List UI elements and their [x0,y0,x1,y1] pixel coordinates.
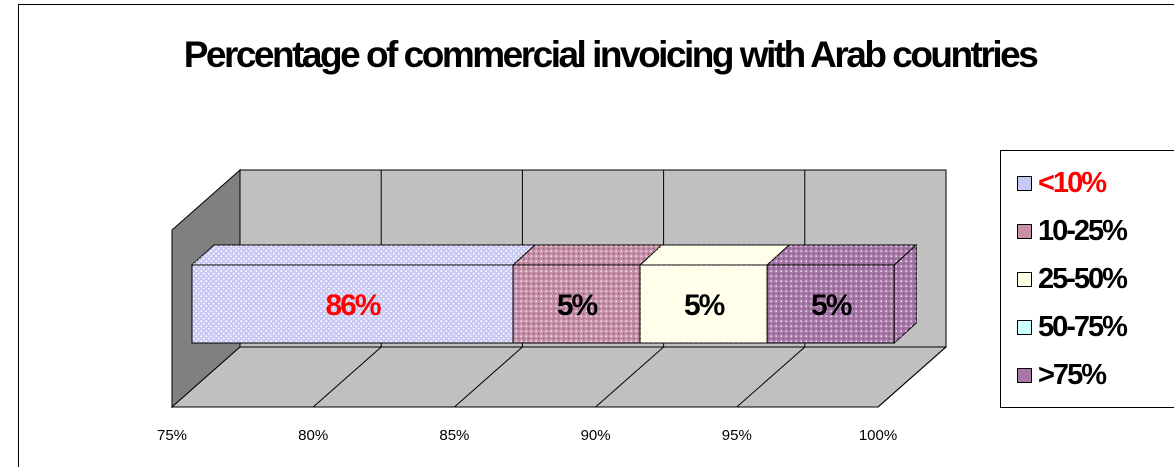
x-tick-label: 75% [157,427,187,444]
chart-legend: <10% 10-25% 25-50% 50-75% >75% [1000,150,1174,408]
legend-label: 50-75% [1038,310,1128,343]
legend-swatch [1017,223,1032,239]
data-label: 86% [325,289,380,322]
legend-swatch [1017,367,1032,383]
legend-swatch [1017,271,1032,287]
floor-gridline [736,346,806,408]
bar-segment-pattern [640,265,768,343]
floor-gridline [312,346,382,408]
bar-segment-pattern [513,265,641,343]
x-tick-label: 80% [298,427,328,444]
legend-item: 10-25% [1017,211,1128,251]
data-label: 5% [811,289,852,322]
floor-gridline [454,346,523,408]
data-label: 5% [684,289,725,322]
bar-top-pattern [513,245,663,265]
floor-gridline [595,346,664,408]
bar-segment-pattern [192,265,513,343]
data-label: 5% [557,289,598,322]
chart-frame [18,4,1174,467]
x-tick-label: 100% [859,427,897,444]
legend-item: 50-75% [1017,307,1128,347]
legend-label: 10-25% [1038,214,1128,247]
legend-item: 25-50% [1017,259,1128,299]
legend-label: >75% [1038,358,1107,391]
x-tick-label: 95% [722,427,752,444]
legend-label: <10% [1038,166,1107,199]
bar-end-pattern [894,245,917,343]
legend-item: >75% [1017,355,1107,395]
bar-top-pattern [640,245,790,265]
legend-label: 25-50% [1038,262,1128,295]
bar-top-pattern [192,245,535,265]
chart-title: Percentage of commercial invoicing with … [183,34,1039,75]
x-tick-label: 85% [439,427,469,444]
x-tick-label: 90% [581,427,611,444]
legend-item: <10% [1017,163,1107,203]
bar-top-pattern [767,245,917,265]
floor-gridline [877,346,947,408]
legend-swatch [1017,319,1032,335]
chart-plot: 86% 5% 5% 5% 75% 80% 85% 90% 95% 100% [157,168,948,444]
legend-swatch [1017,175,1032,191]
chart-floor [170,346,948,408]
bar-segment-pattern [767,265,895,343]
